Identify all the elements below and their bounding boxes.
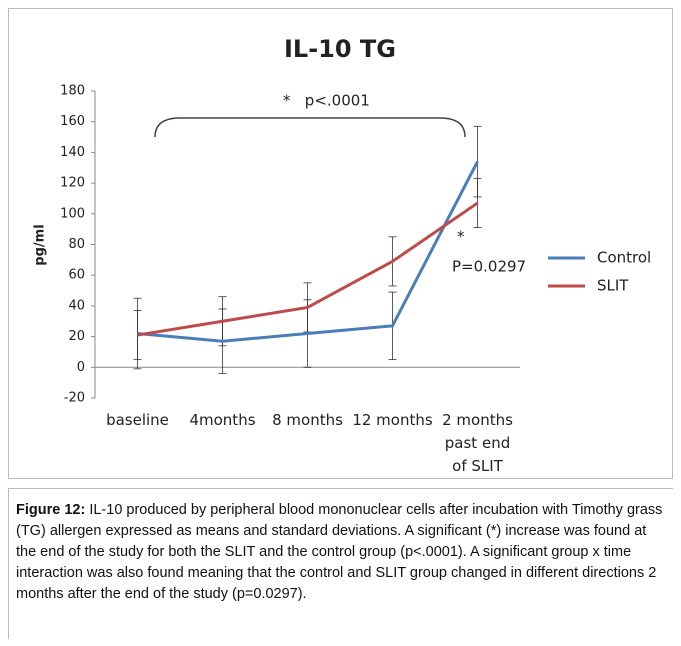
y-axis-label: pg/ml (33, 224, 48, 265)
y-tick-label: 140 (60, 145, 85, 160)
y-tick-label: 0 (77, 360, 85, 375)
x-tick-label: baseline (106, 411, 169, 429)
annotation: * p<.0001 (283, 92, 370, 110)
bracket (154, 117, 466, 138)
series-line (137, 201, 479, 337)
x-tick-label: 4months (189, 411, 255, 429)
y-tick-label: 60 (68, 268, 85, 283)
legend-label: Control (597, 249, 651, 267)
x-tick-label-line: baseline (106, 411, 169, 429)
caption-label: Figure 12: (16, 502, 86, 518)
chart: IL-10 TG pg/ml -20 0 20 40 60 80 100 120 140 160 1… (8, 8, 673, 479)
y-tick-label: 20 (68, 329, 85, 344)
y-tick-label: 120 (60, 176, 85, 191)
caption: Figure 12: IL-10 produced by peripheral … (16, 500, 668, 605)
y-tick-label: 80 (68, 237, 85, 252)
y-tick-label: 40 (68, 298, 85, 313)
x-tick-label-line: 12 months (352, 411, 433, 429)
chart-title: IL-10 TG (284, 35, 396, 63)
x-tick-label-line: past end (445, 434, 510, 452)
caption-text: IL-10 produced by peripheral blood monon… (16, 502, 663, 602)
caption-box (8, 488, 673, 639)
x-tick-label: 2 months past end of SLIT (442, 411, 513, 475)
annotation: P=0.0297 (452, 258, 526, 276)
x-tick-label-line: 2 months (442, 411, 513, 429)
series-line (137, 160, 479, 343)
x-tick-label: 8 months (272, 411, 343, 429)
x-tick-label: 12 months (352, 411, 433, 429)
legend-label: SLIT (597, 277, 629, 295)
y-tick-label: 180 (60, 84, 85, 99)
x-tick-label-line: 8 months (272, 411, 343, 429)
y-tick-label: 160 (60, 114, 85, 129)
chart-border (8, 8, 673, 479)
x-tick-label-line: 4months (189, 411, 255, 429)
y-tick-label: -20 (64, 391, 85, 406)
y-tick-label: 100 (60, 206, 85, 221)
x-tick-label-line: of SLIT (452, 457, 504, 475)
annotation: * (457, 228, 465, 246)
